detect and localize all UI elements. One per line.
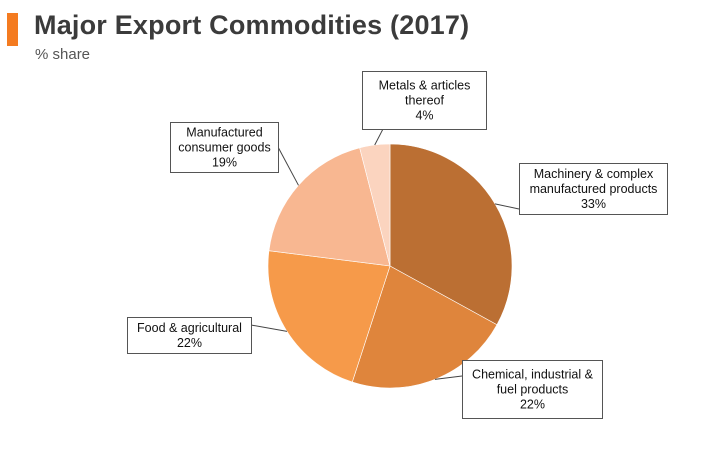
slice-name-line: consumer goods [178, 141, 270, 155]
label-box-manufactured-consumer-goods [170, 122, 279, 173]
label-box-chemical-industrial-and-fuel-products [462, 360, 603, 419]
slice-label-metals-and-articles-thereof: Metals & articles thereof 4% [379, 79, 471, 123]
slice-name-line: fuel products [497, 383, 569, 397]
label-box-metals-and-articles-thereof [362, 71, 487, 130]
slice-value-label: 4% [415, 109, 433, 123]
slice-name-line: Manufactured [186, 126, 262, 140]
pie-slice-chemical-industrial-and-fuel-products [351, 265, 498, 389]
pie-slices [267, 143, 513, 389]
slice-label-chemical-industrial-and-fuel-products: Chemical, industrial & fuel products 22% [472, 368, 594, 412]
chart-title: Major Export Commodities (2017) [34, 10, 470, 40]
slice-value-label: 19% [212, 156, 237, 170]
slice-labels: Machinery & complex manufactured products… [127, 71, 668, 419]
slice-name-line: Machinery & complex [534, 167, 654, 181]
leader-line-metals-and-articles-thereof [374, 128, 384, 146]
slice-name-line: manufactured products [530, 182, 658, 196]
pie-slice-metals-and-articles-thereof [359, 143, 391, 267]
leader-line-chemical-industrial-and-fuel-products [434, 375, 463, 380]
slice-label-food-and-agricultural: Food & agricultural 22% [137, 321, 242, 350]
slice-value-label: 22% [177, 336, 202, 350]
pie-slice-machinery-and-complex-manufactured-products [389, 143, 513, 326]
slice-name-line: thereof [405, 94, 444, 108]
slice-value-label: 22% [520, 398, 545, 412]
label-leader-lines [250, 128, 520, 380]
leader-line-food-and-agricultural [250, 324, 288, 332]
title-accent-bar [7, 13, 18, 46]
leader-line-manufactured-consumer-goods [277, 146, 299, 186]
slice-value-label: 33% [581, 197, 606, 211]
slice-name-line: Chemical, industrial & [472, 368, 594, 382]
label-box-food-and-agricultural [127, 317, 252, 354]
slice-label-manufactured-consumer-goods: Manufactured consumer goods 19% [178, 126, 270, 170]
chart-subtitle: % share [35, 46, 91, 63]
slice-name-line: Metals & articles [379, 79, 471, 93]
leader-line-machinery-and-complex-manufactured-products [494, 203, 520, 210]
label-box-machinery-and-complex-manufactured-products [519, 163, 668, 215]
pie-slice-food-and-agricultural [267, 250, 391, 383]
slice-name-line: Food & agricultural [137, 321, 242, 335]
slice-label-machinery-and-complex-manufactured-products: Machinery & complex manufactured products… [530, 167, 658, 211]
